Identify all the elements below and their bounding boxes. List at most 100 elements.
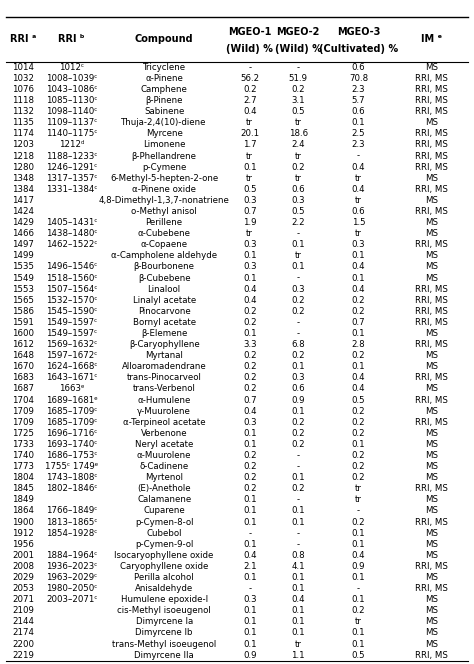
- Text: 0.2: 0.2: [352, 451, 365, 460]
- Text: 1553: 1553: [12, 285, 34, 293]
- Text: 2200: 2200: [12, 639, 34, 649]
- Text: 0.1: 0.1: [292, 584, 305, 593]
- Text: 0.6: 0.6: [352, 207, 365, 216]
- Text: 0.1: 0.1: [292, 240, 305, 249]
- Text: Anisaldehyde: Anisaldehyde: [135, 584, 193, 593]
- Text: tr: tr: [295, 174, 302, 183]
- Text: 1203: 1203: [12, 141, 34, 149]
- Text: -: -: [248, 584, 251, 593]
- Text: α-Pinene oxide: α-Pinene oxide: [132, 185, 196, 194]
- Text: 51.9: 51.9: [289, 74, 308, 83]
- Text: 0.3: 0.3: [292, 373, 305, 382]
- Text: 0.3: 0.3: [292, 285, 305, 293]
- Text: 1008–1039ᶜ: 1008–1039ᶜ: [46, 74, 97, 83]
- Text: δ-Cadinene: δ-Cadinene: [139, 462, 189, 471]
- Text: 0.2: 0.2: [352, 462, 365, 471]
- Text: 0.1: 0.1: [352, 274, 365, 282]
- Text: 1518–1560ᶜ: 1518–1560ᶜ: [46, 274, 97, 282]
- Text: RRI, MS: RRI, MS: [415, 240, 448, 249]
- Text: MS: MS: [425, 628, 438, 637]
- Text: 1740: 1740: [12, 451, 34, 460]
- Text: Perillene: Perillene: [146, 218, 182, 227]
- Text: 1014: 1014: [12, 63, 34, 72]
- Text: 1140–1175ᶜ: 1140–1175ᶜ: [46, 129, 97, 138]
- Text: 0.1: 0.1: [243, 440, 256, 449]
- Text: 0.2: 0.2: [292, 85, 305, 94]
- Text: 2.7: 2.7: [243, 96, 256, 105]
- Text: 0.4: 0.4: [243, 295, 256, 305]
- Text: 2109: 2109: [12, 606, 34, 616]
- Text: -: -: [248, 529, 251, 538]
- Text: 0.2: 0.2: [243, 384, 256, 394]
- Text: 0.5: 0.5: [292, 107, 305, 116]
- Text: 0.1: 0.1: [292, 573, 305, 582]
- Text: 0.1: 0.1: [243, 163, 256, 171]
- Text: RRI, MS: RRI, MS: [415, 584, 448, 593]
- Text: Pinocarvone: Pinocarvone: [138, 307, 191, 316]
- Text: Tricyclene: Tricyclene: [143, 63, 186, 72]
- Text: 0.9: 0.9: [292, 396, 305, 404]
- Text: 1212ᵈ: 1212ᵈ: [59, 141, 84, 149]
- Text: Humulene epoxide-I: Humulene epoxide-I: [120, 595, 208, 604]
- Text: 0.2: 0.2: [352, 517, 365, 527]
- Text: 1012ᶜ: 1012ᶜ: [59, 63, 84, 72]
- Text: 0.6: 0.6: [352, 107, 365, 116]
- Text: MS: MS: [425, 63, 438, 72]
- Text: 1963–2029ᶜ: 1963–2029ᶜ: [46, 573, 97, 582]
- Text: 0.1: 0.1: [243, 329, 256, 338]
- Text: Cuparene: Cuparene: [143, 507, 185, 515]
- Text: 0.4: 0.4: [352, 185, 365, 194]
- Text: RRI, MS: RRI, MS: [415, 141, 448, 149]
- Text: 0.6: 0.6: [352, 63, 365, 72]
- Text: 0.1: 0.1: [243, 429, 256, 438]
- Text: 1.7: 1.7: [243, 141, 256, 149]
- Text: 2.1: 2.1: [243, 562, 256, 571]
- Text: 0.4: 0.4: [243, 285, 256, 293]
- Text: MS: MS: [425, 363, 438, 371]
- Text: -: -: [297, 451, 300, 460]
- Text: 1864: 1864: [12, 507, 34, 515]
- Text: 1685–1709ᶜ: 1685–1709ᶜ: [46, 418, 97, 427]
- Text: 0.7: 0.7: [352, 318, 365, 327]
- Text: Dimyrcene Ia: Dimyrcene Ia: [136, 618, 193, 626]
- Text: MS: MS: [425, 329, 438, 338]
- Text: 1936–2023ᶜ: 1936–2023ᶜ: [46, 562, 97, 571]
- Text: Bornyl acetate: Bornyl acetate: [133, 318, 196, 327]
- Text: MS: MS: [425, 618, 438, 626]
- Text: (Cultivated) %: (Cultivated) %: [319, 44, 398, 54]
- Text: 0.4: 0.4: [352, 551, 365, 560]
- Text: 0.2: 0.2: [243, 373, 256, 382]
- Text: 0.4: 0.4: [243, 107, 256, 116]
- Text: 1696–1716ᶜ: 1696–1716ᶜ: [46, 429, 97, 438]
- Text: trans-Verbenol: trans-Verbenol: [133, 384, 196, 394]
- Text: MS: MS: [425, 507, 438, 515]
- Text: RRI, MS: RRI, MS: [415, 340, 448, 349]
- Text: IM ᵉ: IM ᵉ: [421, 34, 442, 44]
- Text: trans-Pinocarveol: trans-Pinocarveol: [127, 373, 201, 382]
- Text: 0.5: 0.5: [243, 185, 256, 194]
- Text: α-Muurolene: α-Muurolene: [137, 451, 191, 460]
- Text: tr: tr: [355, 484, 362, 493]
- Text: MS: MS: [425, 529, 438, 538]
- Text: RRI, MS: RRI, MS: [415, 396, 448, 404]
- Text: MS: MS: [425, 440, 438, 449]
- Text: 1845: 1845: [12, 484, 34, 493]
- Text: 0.2: 0.2: [292, 418, 305, 427]
- Text: RRI, MS: RRI, MS: [415, 562, 448, 571]
- Text: 0.2: 0.2: [292, 163, 305, 171]
- Text: Perilla alcohol: Perilla alcohol: [134, 573, 194, 582]
- Text: Alloaromadendrane: Alloaromadendrane: [122, 363, 207, 371]
- Text: 0.1: 0.1: [292, 473, 305, 482]
- Text: 0.3: 0.3: [243, 262, 256, 272]
- Text: tr: tr: [355, 229, 362, 238]
- Text: 0.2: 0.2: [292, 307, 305, 316]
- Text: RRI, MS: RRI, MS: [415, 96, 448, 105]
- Text: 1693–1740ᶜ: 1693–1740ᶜ: [46, 440, 97, 449]
- Text: MGEO-1: MGEO-1: [228, 27, 272, 37]
- Text: 1704: 1704: [12, 396, 34, 404]
- Text: 1497: 1497: [12, 240, 34, 249]
- Text: Sabinene: Sabinene: [144, 107, 184, 116]
- Text: RRI, MS: RRI, MS: [415, 285, 448, 293]
- Text: α-Terpineol acetate: α-Terpineol acetate: [123, 418, 205, 427]
- Text: 1499: 1499: [12, 252, 34, 260]
